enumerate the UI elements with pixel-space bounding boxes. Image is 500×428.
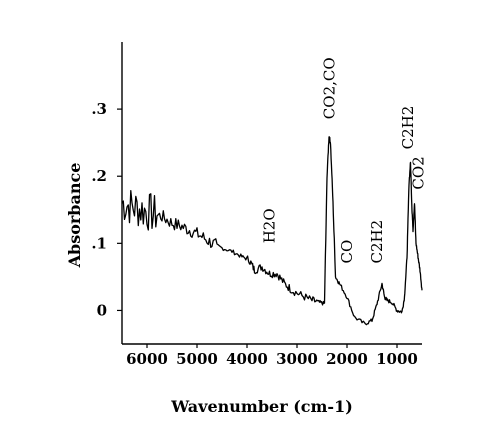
x-tick-label: 1000 (376, 350, 418, 368)
x-tick-label: 6000 (126, 350, 168, 368)
y-tick-label: .2 (91, 167, 107, 185)
peak-annotation: CO2 (410, 156, 428, 189)
y-axis-title: Absorbance (65, 163, 84, 269)
y-tick-label: .1 (91, 234, 107, 252)
x-axis-ticks: 6000 5000 4000 3000 2000 1000 (126, 344, 418, 368)
y-tick-label: .3 (91, 100, 107, 118)
peak-annotations: H2O CO2,CO CO C2H2 C2H2 CO2 (261, 57, 428, 263)
peak-annotation: C2H2 (368, 220, 386, 264)
peak-annotation: CO2,CO (321, 57, 339, 119)
x-tick-label: 3000 (276, 350, 318, 368)
spectrum-line (121, 136, 423, 326)
x-tick-label: 4000 (226, 350, 268, 368)
y-tick-label: 0 (97, 301, 107, 319)
x-tick-label: 2000 (326, 350, 368, 368)
peak-annotation: C2H2 (399, 106, 417, 150)
peak-annotation: H2O (261, 208, 279, 243)
x-tick-label: 5000 (176, 350, 218, 368)
y-axis-ticks: 0 .1 .2 .3 (91, 100, 122, 319)
peak-annotation: CO (338, 240, 356, 264)
x-axis-title: Wavenumber (cm-1) (170, 397, 353, 416)
